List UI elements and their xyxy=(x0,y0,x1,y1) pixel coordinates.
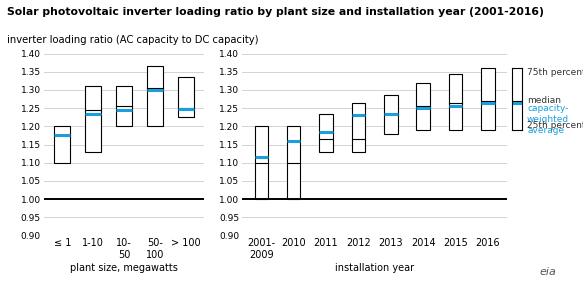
FancyBboxPatch shape xyxy=(85,86,101,152)
Text: 25th percentile: 25th percentile xyxy=(527,121,583,130)
Text: 75th percentile: 75th percentile xyxy=(527,68,583,77)
Text: eia: eia xyxy=(540,267,556,277)
FancyBboxPatch shape xyxy=(287,126,300,199)
FancyBboxPatch shape xyxy=(255,126,268,199)
FancyBboxPatch shape xyxy=(449,73,462,130)
X-axis label: plant size, megawatts: plant size, megawatts xyxy=(70,263,178,273)
Text: inverter loading ratio (AC capacity to DC capacity): inverter loading ratio (AC capacity to D… xyxy=(7,35,258,45)
FancyBboxPatch shape xyxy=(352,103,365,152)
FancyBboxPatch shape xyxy=(54,126,70,163)
Text: Solar photovoltaic inverter loading ratio by plant size and installation year (2: Solar photovoltaic inverter loading rati… xyxy=(7,7,544,17)
Text: capacity-
weighted
average: capacity- weighted average xyxy=(527,104,569,135)
FancyBboxPatch shape xyxy=(178,77,194,117)
FancyBboxPatch shape xyxy=(116,86,132,126)
FancyBboxPatch shape xyxy=(319,114,333,152)
FancyBboxPatch shape xyxy=(416,83,430,130)
FancyBboxPatch shape xyxy=(147,66,163,126)
X-axis label: installation year: installation year xyxy=(335,263,414,273)
FancyBboxPatch shape xyxy=(481,68,494,130)
Text: median: median xyxy=(527,96,561,105)
FancyBboxPatch shape xyxy=(384,95,398,134)
